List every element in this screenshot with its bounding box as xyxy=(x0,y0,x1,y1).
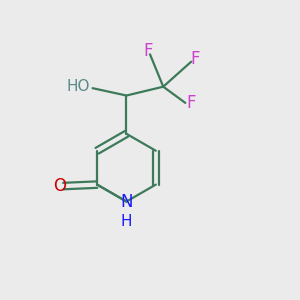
Text: H: H xyxy=(121,214,132,229)
Text: F: F xyxy=(190,50,200,68)
Text: F: F xyxy=(143,42,152,60)
Text: F: F xyxy=(186,94,195,112)
Text: O: O xyxy=(53,177,66,195)
Text: N: N xyxy=(120,193,133,211)
Text: HO: HO xyxy=(67,79,90,94)
